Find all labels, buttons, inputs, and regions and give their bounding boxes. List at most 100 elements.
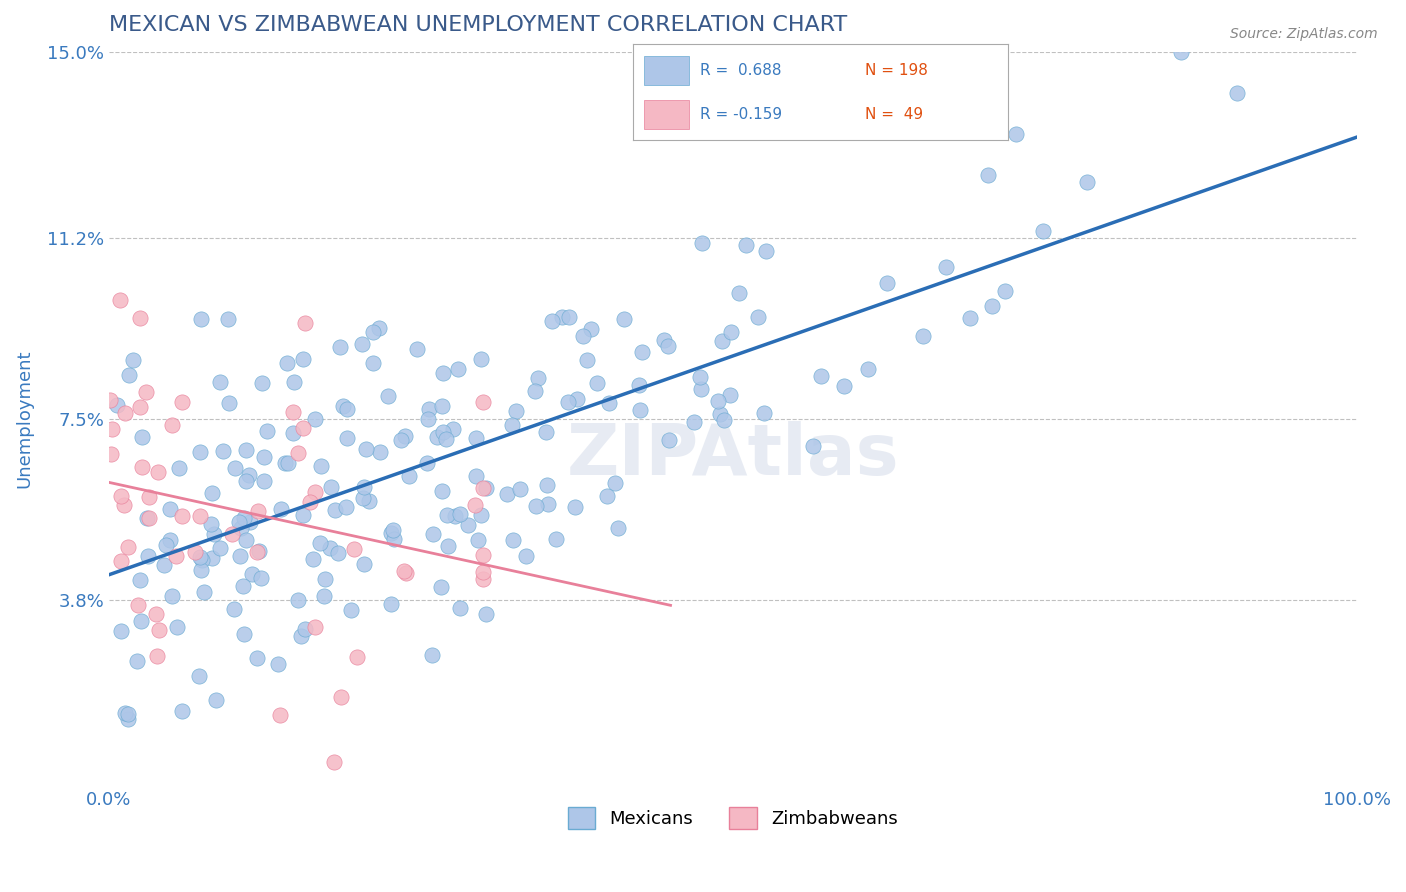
Point (596, 489, 619, 503)
Point (567, 392, 589, 406)
Point (728, 285, 751, 300)
Point (319, 480, 342, 494)
Point (449, 600, 471, 615)
Point (127, 598, 149, 612)
Point (544, 532, 567, 546)
Point (689, 382, 711, 396)
Point (304, 619, 326, 633)
Point (162, 589, 184, 603)
Point (336, 401, 359, 416)
Point (224, 461, 246, 475)
Point (211, 443, 233, 458)
Point (858, 362, 880, 376)
Legend: Mexicans, Zimbabweans: Mexicans, Zimbabweans (561, 800, 905, 836)
Point (572, 329, 595, 343)
Point (276, 356, 298, 370)
Point (607, 520, 630, 534)
Point (430, 484, 453, 499)
Point (501, 417, 523, 432)
Point (755, 244, 778, 258)
Point (579, 322, 602, 336)
Point (713, 413, 735, 427)
Point (959, 311, 981, 326)
Point (138, 490, 160, 504)
Point (551, 310, 574, 325)
Point (558, 310, 581, 324)
Point (319, 541, 342, 555)
Point (114, 406, 136, 420)
Point (382, 532, 405, 546)
Point (689, 369, 711, 384)
Point (449, 508, 471, 522)
Point (981, 299, 1004, 313)
Point (406, 342, 429, 356)
Point (152, 558, 174, 572)
Point (249, 571, 271, 585)
Text: MEXICAN VS ZIMBABWEAN UNEMPLOYMENT CORRELATION CHART: MEXICAN VS ZIMBABWEAN UNEMPLOYMENT CORRE… (108, 15, 848, 35)
Point (267, 657, 290, 671)
Point (418, 401, 440, 416)
Point (235, 533, 257, 548)
Point (112, 498, 135, 512)
Point (977, 168, 1000, 182)
Point (287, 593, 309, 607)
Point (444, 508, 467, 523)
Point (464, 498, 486, 512)
Point (720, 326, 742, 340)
Point (218, 396, 240, 410)
Point (170, 394, 193, 409)
Point (302, 551, 325, 566)
Point (247, 544, 270, 558)
Point (131, 459, 153, 474)
Point (155, 538, 177, 552)
Point (994, 284, 1017, 298)
Point (541, 314, 564, 328)
Point (246, 504, 269, 518)
Point (472, 481, 495, 495)
Point (356, 442, 378, 456)
Point (353, 480, 375, 494)
Point (470, 508, 492, 522)
Point (298, 495, 321, 509)
Point (287, 446, 309, 460)
Point (138, 511, 160, 525)
Point (524, 384, 547, 398)
Text: ZIPAtlas: ZIPAtlas (567, 421, 900, 491)
Point (394, 429, 416, 443)
Point (190, 553, 212, 567)
Point (208, 376, 231, 390)
Point (735, 237, 758, 252)
Point (252, 474, 274, 488)
Point (346, 649, 368, 664)
Point (557, 395, 579, 409)
Point (98, 393, 121, 408)
Point (343, 542, 366, 557)
Point (270, 502, 292, 516)
Point (631, 345, 654, 359)
Point (145, 607, 167, 621)
Point (117, 540, 139, 554)
Point (326, 546, 349, 560)
Point (683, 416, 706, 430)
Point (352, 337, 374, 351)
Point (190, 312, 212, 326)
Point (291, 508, 314, 522)
Point (464, 431, 486, 445)
Point (283, 375, 305, 389)
Point (233, 627, 256, 641)
Point (291, 352, 314, 367)
Point (159, 502, 181, 516)
Point (232, 578, 254, 592)
Point (256, 425, 278, 439)
Point (291, 421, 314, 435)
Point (100, 447, 122, 461)
Point (752, 406, 775, 420)
Point (434, 433, 457, 447)
Point (564, 500, 586, 514)
Point (416, 456, 439, 470)
Point (117, 707, 139, 722)
Point (707, 394, 730, 409)
Point (502, 533, 524, 548)
Point (127, 654, 149, 668)
Point (309, 459, 332, 474)
